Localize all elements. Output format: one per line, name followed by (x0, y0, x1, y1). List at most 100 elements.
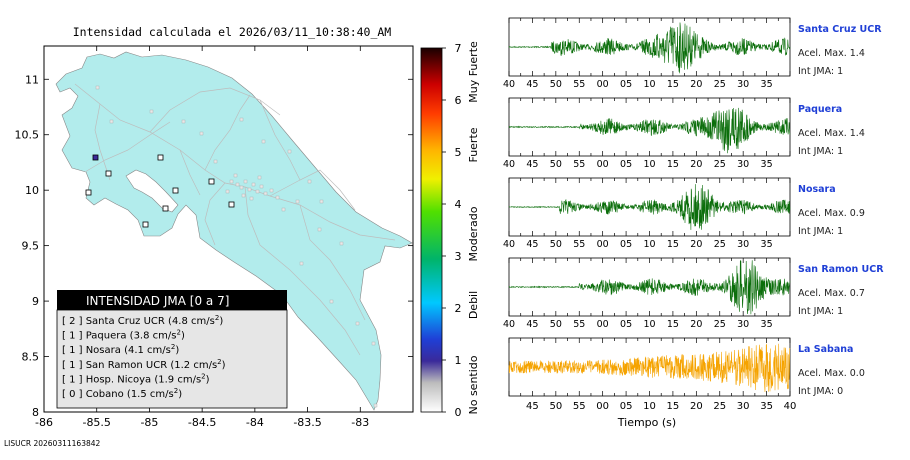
colorbar-tick-label: 3 (455, 250, 462, 263)
legend-entry-close: ) (178, 389, 182, 400)
colorbar-category-label: Moderado (467, 206, 480, 261)
waveform-x-tick-label: 35 (761, 159, 773, 170)
waveform-panel: 40 45 50 55 00 05 10 15 20 25 30 35 San Ramon UCR Ace… (503, 257, 884, 330)
legend-entry-name: San Ramon UCR (86, 360, 171, 371)
legend-entry-jma: [ 1 ] (62, 360, 86, 371)
station-name-label: Paquera (798, 104, 842, 115)
x-axis-label: Tiempo (s) (617, 416, 676, 429)
colorbar-category-label: Fuerte (467, 127, 480, 162)
waveform-x-tick-label: 25 (714, 319, 726, 330)
legend-title: INTENSIDAD JMA [0 a 7] (86, 294, 229, 308)
waveform-x-tick-label: 05 (620, 159, 632, 170)
legend-entry: [ 1 ] Nosara (4.1 cm/s2) (62, 343, 179, 356)
legend-entry-jma: [ 0 ] (62, 389, 86, 400)
waveform-x-tick-label: 25 (713, 401, 726, 412)
waveform-x-tick-label: 00 (597, 319, 609, 330)
waveform-trace (508, 107, 791, 154)
map-x-axis: -86 -85.5 -85 -84.5 -84 -83.5 -83 (35, 46, 369, 429)
map-x-tick-label: -83.5 (293, 416, 321, 429)
legend-entry-close: ) (181, 331, 185, 342)
waveform-x-tick-label: 50 (550, 319, 562, 330)
waveform-x-tick-label: 55 (573, 159, 585, 170)
waveform-x-tick-label: 15 (667, 401, 680, 412)
waveform-x-tick-label: 50 (550, 239, 562, 250)
waveform-x-tick-label: 25 (714, 79, 726, 90)
map-x-tick-label: -84.5 (188, 416, 216, 429)
legend-entry-name: Paquera (86, 331, 130, 342)
int-jma-label: Int JMA: 1 (798, 226, 843, 237)
waveform-x-tick-label: 50 (550, 159, 562, 170)
waveform-x-tick-label: 35 (761, 239, 773, 250)
waveform-x-tick-label: 45 (526, 159, 538, 170)
station-name-label: Santa Cruz UCR (798, 24, 882, 35)
legend-entry-close: ) (219, 316, 223, 327)
waveform-x-tick-label: 00 (597, 159, 609, 170)
road-network (74, 83, 396, 356)
waveform-x-tick-label: 15 (667, 159, 679, 170)
legend-entry-name: Nosara (86, 345, 124, 356)
legend-entry: [ 1 ] Hosp. Nicoya (1.9 cm/s2) (62, 372, 210, 385)
legend-entry-unit-sup: 2 (217, 358, 221, 366)
colorbar-tick-label: 7 (455, 42, 462, 55)
legend-entry-name: Cobano (86, 389, 127, 400)
waveform-x-tick-label: 20 (690, 159, 702, 170)
waveform-trace (508, 343, 791, 393)
waveform-x-tick-label: 30 (737, 79, 749, 90)
waveform-x-tick-label: 40 (784, 401, 797, 412)
waveform-x-tick-label: 20 (690, 401, 703, 412)
map-y-axis: 11 10.5 10 9.5 9 8.5 8 (15, 73, 413, 419)
map-x-tick-label: -86 (35, 416, 53, 429)
legend-entry-name: Santa Cruz UCR (86, 316, 168, 327)
intensity-colorbar: 0 1 2 3 4 5 6 7 No sentido Debil Moderado Fuerte Mu… (420, 41, 480, 419)
waveform-x-tick-label: 25 (714, 159, 726, 170)
waveform-x-tick-label: 00 (597, 239, 609, 250)
station-name-label: La Sabana (798, 344, 853, 355)
colorbar-category-label: Debil (467, 291, 480, 319)
map-x-tick-label: -85 (140, 416, 158, 429)
waveform-x-tick-label: 30 (737, 159, 749, 170)
legend-entry-unit-sup: 2 (176, 329, 180, 337)
waveform-trace (508, 260, 791, 315)
waveform-panel: 40 45 50 55 00 05 10 15 20 25 30 35 Paquera Acel. Max… (503, 97, 865, 170)
waveform-panel: 40 45 50 55 00 05 10 15 20 25 30 35 Santa Cruz UCR Ac… (503, 17, 882, 90)
costa-rica-landmass (55, 51, 413, 411)
waveform-x-tick-label: 30 (737, 239, 749, 250)
map-x-tick-label: -83 (351, 416, 369, 429)
map-title: Intensidad calculada el 2026/03/11_10:38… (73, 25, 392, 39)
legend-entry-value: (1.5 cm/s (127, 389, 174, 400)
colorbar-category-label: Muy Fuerte (467, 41, 480, 103)
waveform-x-tick-label: 05 (620, 401, 633, 412)
waveform-x-tick-label: 45 (526, 401, 539, 412)
waveform-x-tick-label: 55 (573, 401, 586, 412)
waveform-x-tick-label: 15 (667, 319, 679, 330)
map-x-tick-label: -84 (246, 416, 264, 429)
legend-entry-close: ) (175, 345, 179, 356)
colorbar-gradient (420, 47, 443, 413)
int-jma-label: Int JMA: 1 (798, 306, 843, 317)
int-jma-label: Int JMA: 1 (798, 66, 843, 77)
waveform-x-tick-label: 45 (526, 239, 538, 250)
colorbar-tick-label: 2 (455, 302, 462, 315)
footer-label: LISUCR 20260311163842 (4, 439, 101, 448)
waveform-x-tick-label: 55 (573, 79, 585, 90)
waveform-trace (508, 22, 791, 74)
legend-entry-unit-sup: 2 (174, 387, 178, 395)
colorbar-tick-label: 5 (455, 146, 462, 159)
waveform-x-tick-label: 05 (620, 239, 632, 250)
waveform-x-tick-label: 05 (620, 79, 632, 90)
waveform-x-tick-label: 05 (620, 319, 632, 330)
station-name-label: Nosara (798, 184, 836, 195)
legend-entry-close: ) (222, 360, 226, 371)
legend-entry-value: (4.1 cm/s (124, 345, 171, 356)
map-x-tick-label: -85.5 (82, 416, 110, 429)
waveform-x-tick-label: 10 (643, 239, 655, 250)
acel-max-label: Acel. Max. 0.7 (798, 288, 865, 299)
waveform-panel: 40 45 50 55 00 05 10 15 20 25 30 35 Nosara Acel. Max.… (503, 177, 865, 250)
legend-entry-value: (1.2 cm/s (170, 360, 217, 371)
colorbar-categories: No sentido Debil Moderado Fuerte Muy Fuerte (467, 41, 480, 415)
waveform-x-tick-label: 00 (597, 79, 609, 90)
waveform-x-tick-label: 40 (503, 319, 515, 330)
waveform-x-tick-label: 20 (690, 79, 702, 90)
nicoya-gulf (125, 169, 179, 213)
colorbar-tick-label: 1 (455, 354, 462, 367)
